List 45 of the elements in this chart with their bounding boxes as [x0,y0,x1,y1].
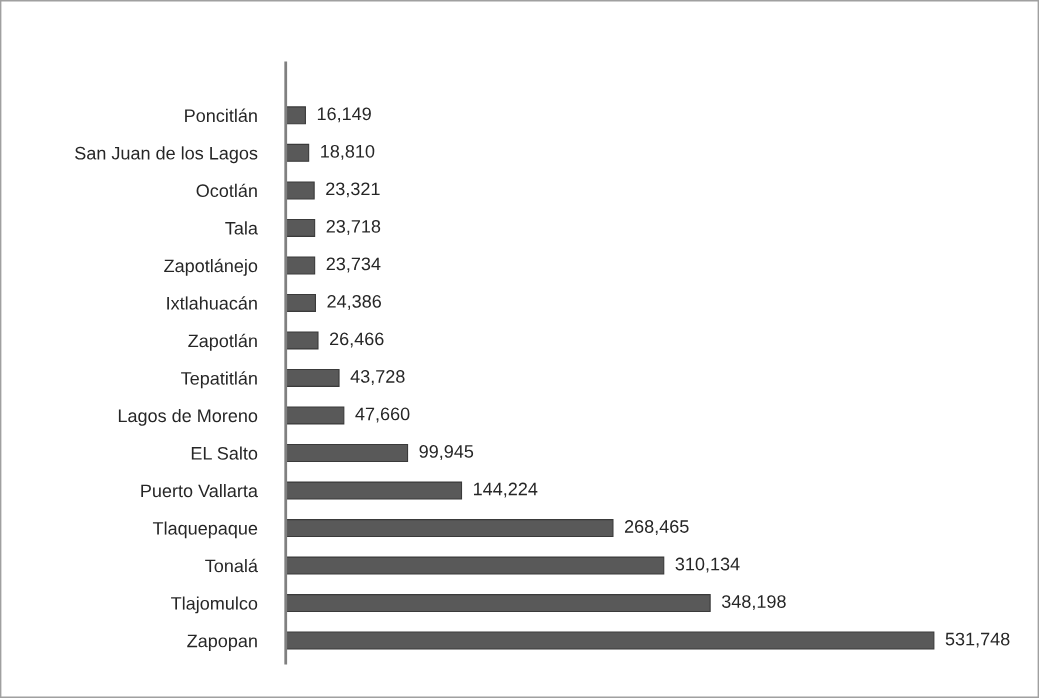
y-tick-label: Tepatitlán [181,371,257,389]
bar [285,481,463,500]
data-label: 16,149 [317,107,371,123]
bar [285,331,319,350]
data-label: 23,734 [326,257,381,273]
data-label: 531,748 [945,632,1010,648]
data-label: 43,728 [350,370,405,385]
y-tick-label: Puerto Vallarta [141,483,258,498]
data-label: 26,466 [330,332,384,348]
y-tick-label: Lagos de Moreno [118,408,258,426]
data-label: 310,134 [675,557,740,573]
data-label: 99,945 [419,445,474,460]
data-label: 23,321 [326,182,380,198]
y-tick-label: Tonalá [205,558,258,573]
bar [285,181,315,200]
data-label: 268,465 [624,520,689,536]
y-tick-label: Tlaquepaque [152,521,258,539]
bar [285,556,665,575]
bar [285,519,614,538]
y-tick-label: Tala [225,221,258,235]
bar [285,368,340,387]
y-tick-label: Zapotlán [188,333,257,351]
data-label: 348,198 [721,595,786,611]
data-label: 18,810 [321,144,375,160]
y-tick-label: Zapotlánejo [164,258,258,276]
bar [285,631,935,650]
y-tick-label: EL Salto [191,446,258,460]
y-tick-label: Zapopan [187,634,257,651]
bar [285,594,711,613]
y-tick-label: San Juan de los Lagos [75,146,258,164]
y-tick-label: Poncitlán [185,108,257,123]
data-label: 24,386 [327,294,381,310]
bar [285,444,409,462]
y-tick-label: Ixtlahuacán [167,296,257,310]
bar [285,293,317,312]
y-tick-label: Ocotlán [196,183,257,198]
bar [285,143,310,162]
bar [285,106,306,125]
bar [285,256,316,275]
bar [285,406,345,425]
y-tick-label: Tlajomulco [171,596,258,614]
data-label: 47,660 [355,407,410,423]
data-label: 23,718 [326,219,381,235]
data-label: 144,224 [474,482,538,498]
bar [285,218,316,237]
